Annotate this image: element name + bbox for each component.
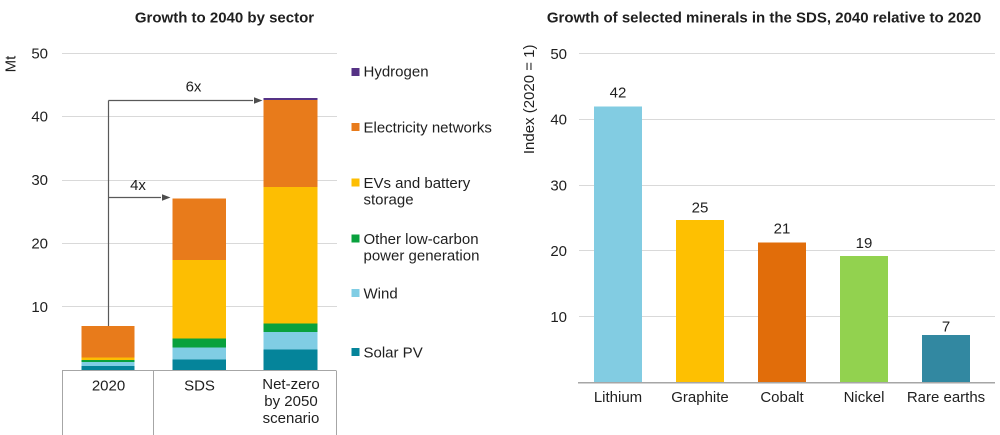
svg-text:30: 30 xyxy=(31,172,48,189)
svg-text:Other low-carbon: Other low-carbon xyxy=(364,231,479,248)
svg-text:30: 30 xyxy=(550,177,567,194)
svg-text:10: 10 xyxy=(550,309,567,326)
svg-text:50: 50 xyxy=(31,45,48,62)
svg-text:storage: storage xyxy=(364,192,414,209)
svg-text:scenario: scenario xyxy=(263,410,320,427)
svg-text:Wind: Wind xyxy=(364,285,398,302)
svg-text:7: 7 xyxy=(942,318,950,335)
svg-text:Nickel: Nickel xyxy=(844,389,885,406)
svg-text:50: 50 xyxy=(550,46,567,63)
svg-text:19: 19 xyxy=(856,235,873,252)
svg-text:Rare earths: Rare earths xyxy=(907,389,985,406)
svg-text:by 2050: by 2050 xyxy=(264,393,317,410)
svg-text:Index (2020 = 1): Index (2020 = 1) xyxy=(521,44,538,154)
svg-text:2020: 2020 xyxy=(92,377,125,394)
svg-text:Cobalt: Cobalt xyxy=(760,389,804,406)
svg-text:Graphite: Graphite xyxy=(671,389,729,406)
svg-text:Mt: Mt xyxy=(2,55,19,72)
svg-text:Lithium: Lithium xyxy=(594,389,642,406)
svg-text:20: 20 xyxy=(31,236,48,253)
svg-text:Hydrogen: Hydrogen xyxy=(364,63,429,80)
svg-text:SDS: SDS xyxy=(184,377,215,394)
svg-text:power generation: power generation xyxy=(364,248,480,265)
svg-text:Net-zero: Net-zero xyxy=(262,376,320,393)
svg-text:Electricity networks: Electricity networks xyxy=(364,119,492,136)
svg-text:4x: 4x xyxy=(130,177,146,194)
svg-text:40: 40 xyxy=(550,112,567,129)
svg-text:Growth of selected minerals in: Growth of selected minerals in the SDS, … xyxy=(547,10,981,27)
svg-text:10: 10 xyxy=(31,299,48,316)
svg-text:Solar PV: Solar PV xyxy=(364,344,423,361)
svg-text:6x: 6x xyxy=(186,78,202,95)
svg-text:21: 21 xyxy=(774,221,791,238)
svg-text:40: 40 xyxy=(31,109,48,126)
svg-text:EVs and battery: EVs and battery xyxy=(364,175,471,192)
svg-text:25: 25 xyxy=(692,199,709,216)
svg-text:Growth to 2040 by sector: Growth to 2040 by sector xyxy=(135,10,314,27)
svg-text:42: 42 xyxy=(610,85,627,102)
svg-text:20: 20 xyxy=(550,243,567,260)
